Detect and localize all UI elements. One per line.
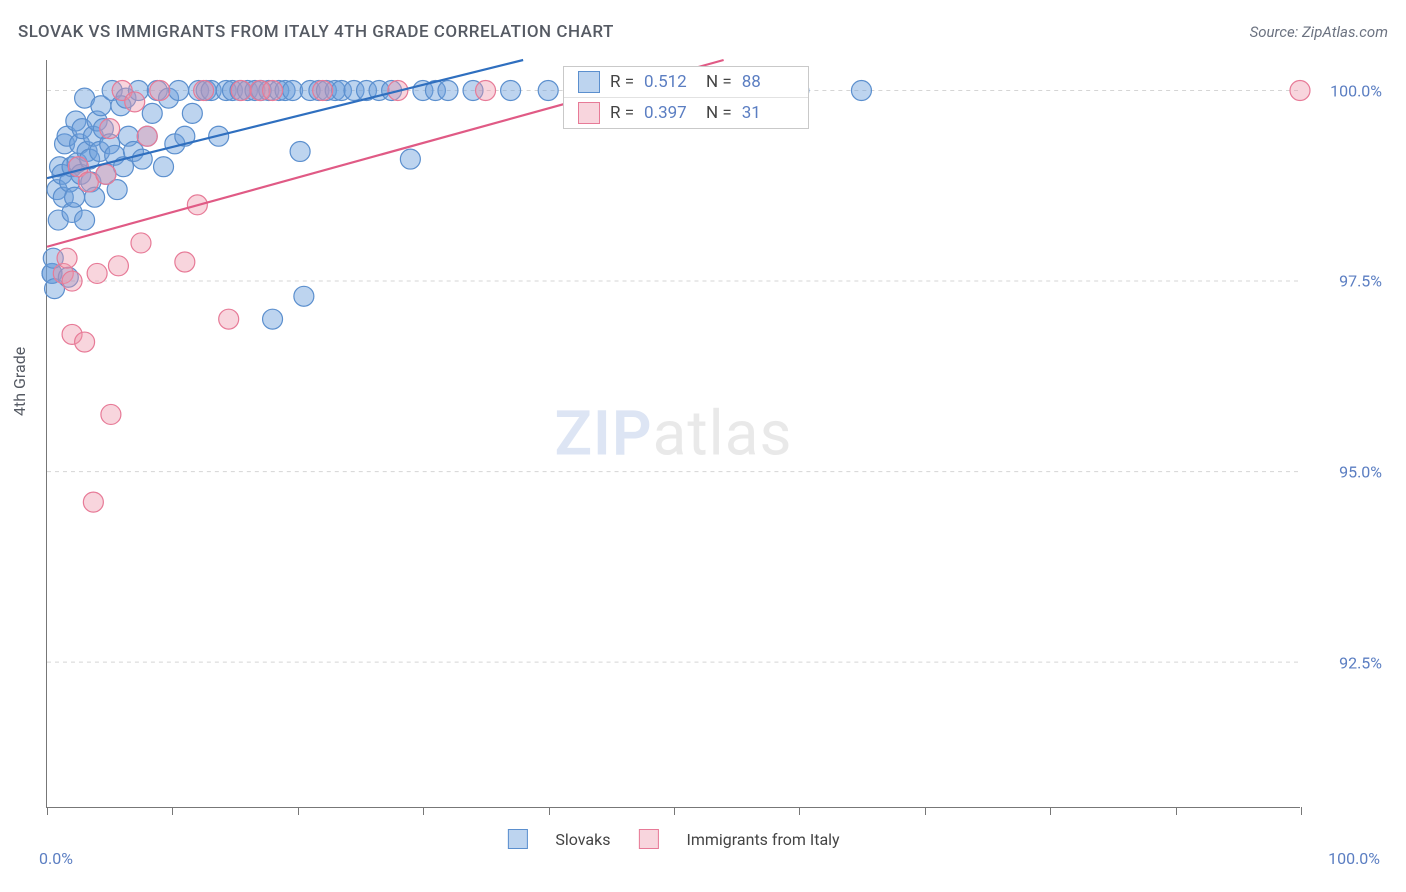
y-tick-label: 97.5% (1312, 272, 1382, 291)
x-tick (1301, 807, 1302, 815)
x-tick (549, 807, 550, 815)
r-label: R = (610, 103, 634, 123)
x-min-label: 0.0% (39, 849, 73, 868)
plot-area: ZIPatlas R = 0.512 N = 88 R = 0.397 N = … (46, 60, 1300, 808)
swatch-italy (578, 102, 600, 124)
chart-title: SLOVAK VS IMMIGRANTS FROM ITALY 4TH GRAD… (18, 22, 614, 42)
x-tick (1176, 807, 1177, 815)
x-tick (1050, 807, 1051, 815)
x-tick (925, 807, 926, 815)
x-tick (298, 807, 299, 815)
x-tick (47, 807, 48, 815)
source-attribution: Source: ZipAtlas.com (1250, 23, 1388, 41)
y-tick-label: 92.5% (1312, 653, 1382, 672)
x-tick (423, 807, 424, 815)
r-value-italy: 0.397 (644, 103, 696, 123)
x-tick (799, 807, 800, 815)
legend-swatch-italy (639, 829, 659, 849)
y-tick-label: 95.0% (1312, 463, 1382, 482)
r-value-slovaks: 0.512 (644, 72, 696, 92)
stats-row-slovaks: R = 0.512 N = 88 (564, 67, 808, 97)
n-label: N = (706, 103, 732, 123)
swatch-slovaks (578, 71, 600, 93)
legend-label-slovaks: Slovaks (555, 830, 610, 849)
n-value-slovaks: 88 (742, 72, 794, 92)
y-tick-label: 100.0% (1312, 81, 1382, 100)
y-axis-label: 4th Grade (10, 347, 29, 416)
stats-box: R = 0.512 N = 88 R = 0.397 N = 31 (563, 66, 809, 129)
x-tick (172, 807, 173, 815)
x-max-label: 100.0% (1328, 849, 1380, 868)
r-label: R = (610, 72, 634, 92)
legend-swatch-slovaks (507, 829, 527, 849)
n-value-italy: 31 (742, 103, 794, 123)
n-label: N = (706, 72, 732, 92)
x-tick (674, 807, 675, 815)
title-row: SLOVAK VS IMMIGRANTS FROM ITALY 4TH GRAD… (18, 22, 1388, 42)
chart-svg (47, 60, 1300, 807)
legend: Slovaks Immigrants from Italy (507, 829, 839, 849)
stats-row-italy: R = 0.397 N = 31 (564, 97, 808, 128)
legend-label-italy: Immigrants from Italy (687, 830, 840, 849)
